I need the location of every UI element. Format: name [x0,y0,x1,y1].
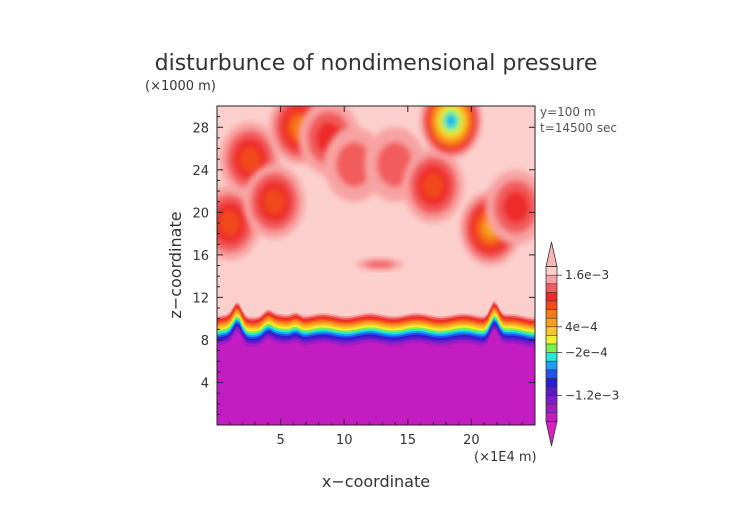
feature-contour [219,210,240,236]
colorbar-bottom-arrow [545,421,558,447]
colorbar-segment [546,361,557,371]
x-unit-label: (×1E4 m) [474,450,537,465]
colorbar-segment [546,266,557,276]
contour-plot-area [217,106,535,425]
colorbar-segment [546,318,557,328]
colorbar-segment [546,326,557,336]
upper-feature [243,164,305,240]
y-axis: 4 8 12 16 20 24 28 [192,116,535,415]
colorbar-label: 1.6e−3 [565,268,609,282]
chart-title: disturbunce of nondimensional pressure [155,51,598,76]
colorbar-segment [546,309,557,319]
colorbar: 1.6e−3 4e−4 −2e−4 −1.2e−3 [545,241,619,447]
colorbar-segment [546,275,557,285]
colorbar-label: −2e−4 [565,346,608,360]
y-tick-label: 20 [192,206,209,221]
x-tick-label: 15 [400,433,417,448]
colorbar-segment [546,387,557,396]
y-tick-label: 8 [201,334,209,349]
contour-band-bottom [217,330,535,425]
colorbar-segment [546,283,557,293]
feature-contour [336,141,373,187]
x-tick-label: 10 [336,433,353,448]
y-axis-label: z−coordinate [166,211,185,318]
x-axis: 5 10 15 20 [229,106,523,448]
y-unit-label: (×1000 m) [145,79,216,94]
y-tick-label: 24 [192,164,209,179]
colorbar-top-arrow [545,241,558,267]
colorbar-segment [546,335,557,345]
feature-contour [365,260,395,269]
feature-contour [447,115,456,126]
colorbar-label: 4e−4 [565,320,598,334]
info-line-2: t=14500 sec [540,121,617,135]
colorbar-segment [546,378,557,388]
y-tick-label: 12 [192,291,209,306]
y-tick-label: 16 [192,249,209,264]
colorbar-segment [546,404,557,414]
info-line-1: y=100 m [540,105,596,119]
upper-feature [355,258,405,271]
feature-contour [423,173,444,199]
upper-feature [485,169,535,245]
colorbar-segment [546,412,557,422]
colorbar-segment [546,369,557,379]
feature-contour [502,191,530,224]
colorbar-segment [546,292,557,302]
colorbar-segment [546,344,557,353]
y-tick-label: 28 [192,121,209,136]
colorbar-label: −1.2e−3 [565,389,619,403]
colorbar-frame [545,266,558,422]
upper-feature [402,148,464,224]
x-tick-label: 5 [276,433,284,448]
feature-contour [264,189,285,215]
colorbar-segment [546,301,557,310]
colorbar-segment [546,352,557,362]
x-axis-label: x−coordinate [322,472,430,491]
colorbar-segment [546,395,557,405]
x-tick-label: 20 [463,433,480,448]
feature-contour [239,146,261,172]
upper-feature [420,106,482,159]
y-tick-label: 4 [201,376,209,391]
